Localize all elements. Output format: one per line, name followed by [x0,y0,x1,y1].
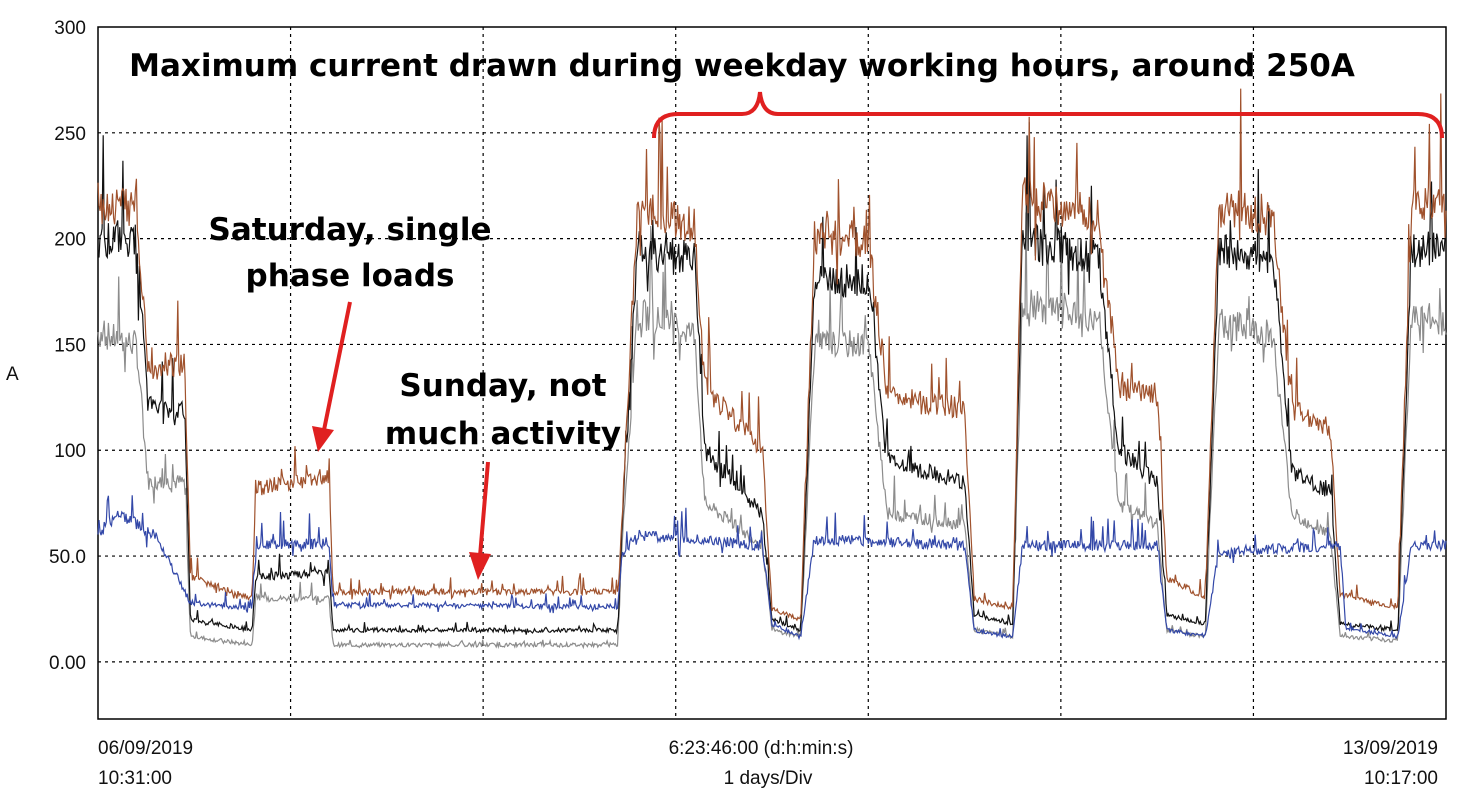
annotation-saturday-line2: phase loads [246,258,455,294]
y-tick-label: 250 [54,124,86,145]
x-label-start-date: 06/09/2019 [98,738,193,759]
y-tick-label: 200 [54,230,86,251]
x-label-center-scale: 1 days/Div [724,768,813,789]
y-tick-label: 150 [54,335,86,356]
series-layer [97,88,1447,650]
x-label-end-time: 10:17:00 [1364,768,1438,789]
y-tick-label: 300 [54,18,86,39]
y-tick-labels: 300 250 200 150 100 50.0 0.00 [49,18,86,674]
x-label-end-date: 13/09/2019 [1343,738,1438,759]
annotation-sunday-arrow [469,461,491,580]
annotation-weekday-max: Maximum current drawn during weekday wor… [129,48,1355,84]
annotation-saturday-arrow [312,301,352,452]
series-line-neutral-blue [97,495,1447,641]
annotation-sunday-line2: much activity [385,416,621,452]
x-label-start-time: 10:31:00 [98,768,172,789]
plot-frame [97,26,1447,720]
annotation-sunday-line1: Sunday, not [399,368,606,404]
y-axis-label: A [6,364,19,385]
y-tick-label: 0.00 [49,653,86,674]
annotation-weekday-brace [652,91,1444,139]
series-line-phase-gray [97,212,1447,650]
y-tick-label: 50.0 [49,547,86,568]
grid-lines [98,27,1446,719]
series-line-phase-brown [97,88,1447,622]
y-tick-label: 100 [54,441,86,462]
annotation-saturday-line1: Saturday, single [209,212,492,248]
x-label-center-duration: 6:23:46:00 (d:h:min:s) [669,738,854,759]
